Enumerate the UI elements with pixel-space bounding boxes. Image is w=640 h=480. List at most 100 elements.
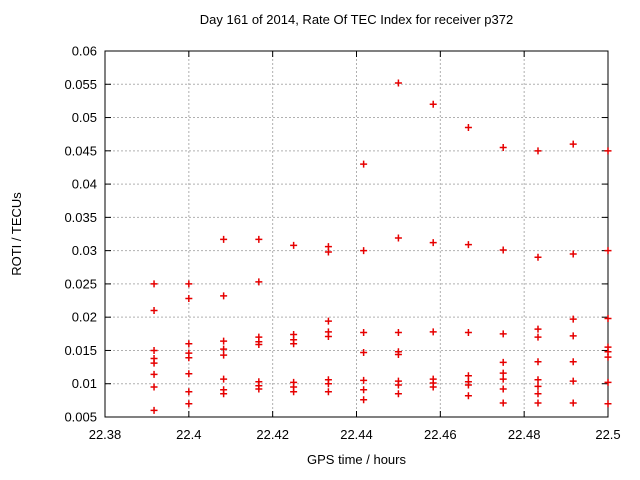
data-point-marker	[220, 337, 228, 345]
data-point-marker	[220, 390, 228, 398]
data-point-marker	[360, 376, 368, 384]
data-point-marker	[220, 345, 228, 353]
x-tick-label: 22.42	[256, 427, 289, 442]
data-point-marker	[534, 382, 542, 390]
data-point-marker	[464, 124, 472, 132]
data-point-marker	[360, 247, 368, 255]
data-point-marker	[569, 140, 577, 148]
data-point-marker	[464, 241, 472, 249]
data-point-marker	[499, 399, 507, 407]
data-point-marker	[534, 376, 542, 384]
data-point-marker	[534, 147, 542, 155]
plot-frame	[104, 50, 609, 418]
data-point-marker	[150, 370, 158, 378]
data-point-marker	[569, 358, 577, 366]
x-axis-label: GPS time / hours	[307, 452, 406, 467]
data-point-marker	[499, 369, 507, 377]
data-point-marker	[604, 378, 612, 386]
x-tick-label: 22.5	[595, 427, 620, 442]
data-point-marker	[394, 234, 402, 242]
y-tick-label: 0.02	[72, 310, 97, 325]
data-point-marker	[290, 340, 298, 348]
data-point-marker	[150, 359, 158, 367]
data-point-marker	[324, 380, 332, 388]
data-point-marker	[499, 330, 507, 338]
data-point-marker	[534, 358, 542, 366]
data-point-marker	[220, 235, 228, 243]
data-point-marker	[324, 248, 332, 256]
data-point-marker	[499, 375, 507, 383]
y-tick-label: 0.06	[72, 44, 97, 59]
data-point-marker	[360, 160, 368, 168]
x-tick-label: 22.48	[508, 427, 541, 442]
data-point-marker	[150, 346, 158, 354]
data-point-marker	[534, 253, 542, 261]
data-point-marker	[360, 348, 368, 356]
data-point-marker	[185, 370, 193, 378]
data-point-marker	[604, 247, 612, 255]
data-point-marker	[429, 100, 437, 108]
data-point-marker	[394, 381, 402, 389]
y-tick-label: 0.05	[72, 110, 97, 125]
data-point-marker	[150, 406, 158, 414]
data-point-marker	[185, 400, 193, 408]
x-tick-label: 22.46	[424, 427, 457, 442]
data-point-marker	[220, 351, 228, 359]
data-point-marker	[429, 383, 437, 391]
data-point-marker	[360, 328, 368, 336]
y-tick-label: 0.01	[72, 376, 97, 391]
data-point-marker	[499, 385, 507, 393]
data-point-marker	[499, 358, 507, 366]
data-point-marker	[185, 280, 193, 288]
y-tick-label: 0.04	[72, 177, 97, 192]
data-point-marker	[464, 381, 472, 389]
data-point-marker	[604, 353, 612, 361]
data-point-marker	[464, 328, 472, 336]
data-point-marker	[604, 400, 612, 408]
data-point-marker	[499, 246, 507, 254]
data-point-marker	[569, 399, 577, 407]
data-point-marker	[290, 241, 298, 249]
data-point-marker	[255, 235, 263, 243]
data-point-marker	[464, 372, 472, 380]
data-point-marker	[185, 354, 193, 362]
data-point-marker	[150, 383, 158, 391]
y-tick-label: 0.045	[64, 143, 97, 158]
data-point-marker	[255, 385, 263, 393]
data-point-marker	[569, 377, 577, 385]
data-point-marker	[534, 390, 542, 398]
data-point-marker	[185, 340, 193, 348]
x-tick-label: 22.38	[89, 427, 122, 442]
data-point-marker	[324, 332, 332, 340]
data-point-marker	[220, 375, 228, 383]
data-point-marker	[290, 388, 298, 396]
data-point-marker	[464, 392, 472, 400]
data-point-marker	[150, 280, 158, 288]
data-point-marker	[429, 239, 437, 247]
data-point-marker	[394, 350, 402, 358]
data-point-marker	[534, 325, 542, 333]
data-point-marker	[394, 79, 402, 87]
y-tick-label: 0.035	[64, 210, 97, 225]
data-point-marker	[534, 399, 542, 407]
data-point-marker	[255, 278, 263, 286]
data-point-marker	[569, 250, 577, 258]
data-point-marker	[394, 390, 402, 398]
y-tick-label: 0.015	[64, 343, 97, 358]
data-point-marker	[324, 388, 332, 396]
data-point-marker	[429, 328, 437, 336]
data-point-marker	[394, 328, 402, 336]
x-tick-label: 22.44	[340, 427, 373, 442]
data-point-marker	[604, 315, 612, 323]
y-tick-label: 0.025	[64, 276, 97, 291]
y-tick-label: 0.03	[72, 243, 97, 258]
y-tick-label: 0.055	[64, 77, 97, 92]
data-point-marker	[255, 340, 263, 348]
y-tick-label: 0.005	[64, 410, 97, 425]
data-point-marker	[604, 147, 612, 155]
x-tick-label: 22.4	[176, 427, 201, 442]
data-point-marker	[534, 333, 542, 341]
data-point-marker	[150, 307, 158, 315]
